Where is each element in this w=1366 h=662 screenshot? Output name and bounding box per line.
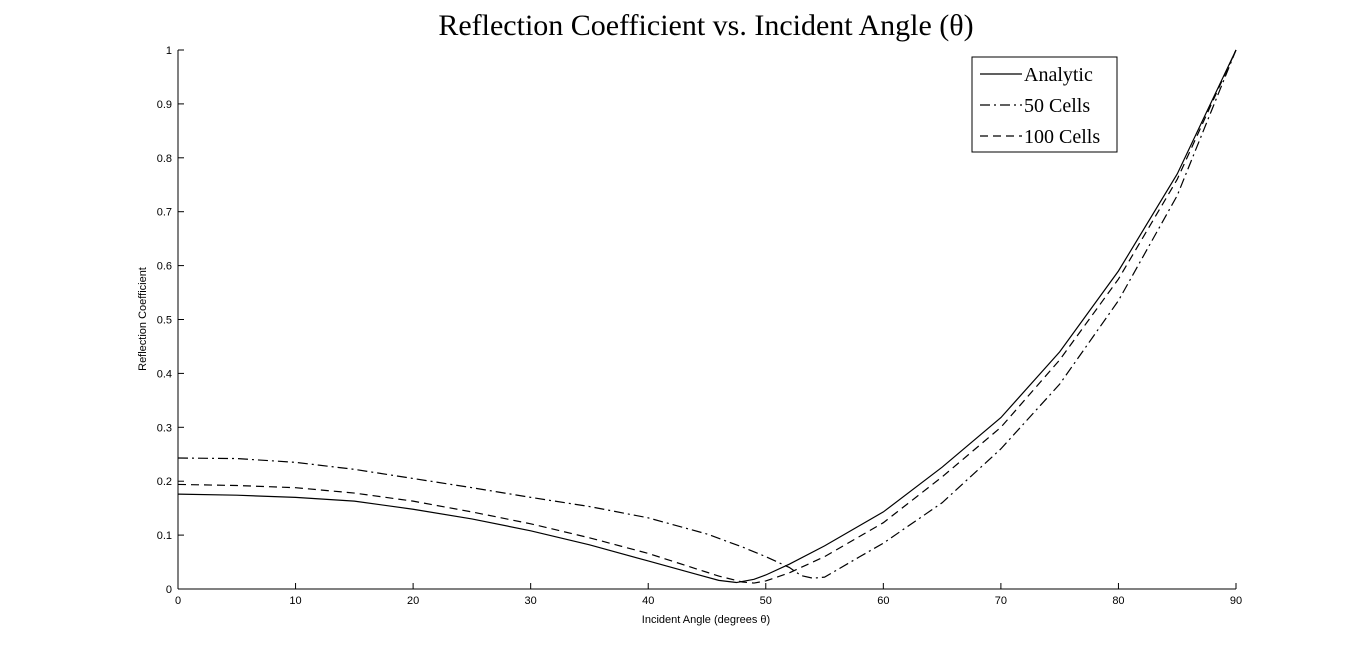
legend-label: 50 Cells <box>1024 95 1090 117</box>
x-axis-label: Incident Angle (degrees θ) <box>642 614 770 626</box>
x-tick-label: 80 <box>1112 595 1124 607</box>
legend-label: 100 Cells <box>1024 126 1100 148</box>
legend: Analytic 50 Cells 100 Cells <box>971 56 1118 153</box>
series-lines <box>177 49 1237 584</box>
y-tick-label: 0.7 <box>157 207 172 219</box>
series-line-50-cells <box>177 49 1237 579</box>
x-tick-label: 40 <box>642 595 654 607</box>
y-tick-label: 0.6 <box>157 261 172 273</box>
y-tick-label: 0.1 <box>157 530 172 542</box>
legend-label: Analytic <box>1024 64 1093 86</box>
x-tick-label: 90 <box>1230 595 1242 607</box>
x-tick-label: 70 <box>995 595 1007 607</box>
x-tick-label: 10 <box>289 595 301 607</box>
y-tick-label: 0.2 <box>157 476 172 488</box>
series-line-100-cells <box>177 49 1237 584</box>
chart-title: Reflection Coefficient vs. Incident Angl… <box>438 9 973 42</box>
y-tick-label: 0.3 <box>157 422 172 434</box>
y-tick-label: 0.9 <box>157 99 172 111</box>
y-tick-label: 1 <box>166 45 172 57</box>
series-line-analytic <box>177 49 1237 584</box>
y-tick-label: 0.4 <box>157 368 172 380</box>
x-tick-label: 50 <box>760 595 772 607</box>
y-tick-label: 0.8 <box>157 153 172 165</box>
y-tick-label: 0.5 <box>157 315 172 327</box>
axes: 0 10 20 30 40 50 60 70 80 90 0 0.1 0.2 0.3 0.4 0.5 0.6 0.… <box>157 45 1242 607</box>
x-tick-label: 20 <box>407 595 419 607</box>
y-axis-label: Reflection Coefficient <box>137 267 149 371</box>
x-tick-label: 60 <box>877 595 889 607</box>
x-tick-label: 30 <box>525 595 537 607</box>
y-tick-label: 0 <box>166 584 172 596</box>
x-tick-label: 0 <box>175 595 181 607</box>
